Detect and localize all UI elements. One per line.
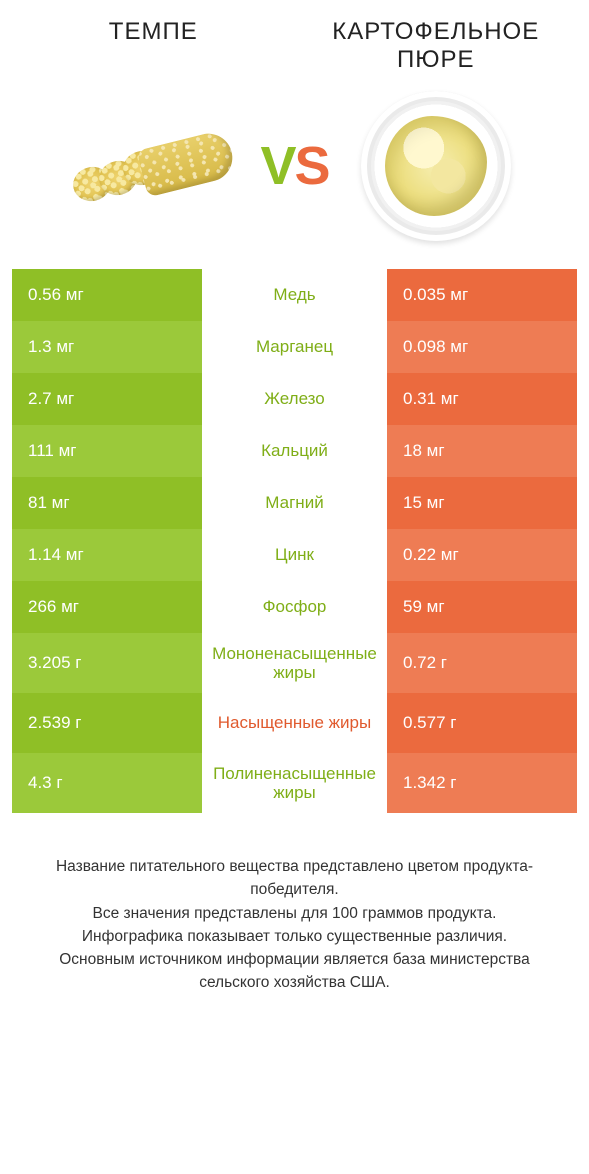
vs-row: VS	[12, 91, 577, 241]
title-left: ТЕМПЕ	[12, 18, 295, 46]
left-value: 0.56 мг	[12, 269, 202, 321]
right-value: 0.72 г	[387, 633, 577, 693]
infographic: ТЕМПЕ КАРТОФЕЛЬНОЕ ПЮРЕ VS 0.56 мгМедь0.…	[0, 0, 589, 1025]
nutrient-label: Марганец	[202, 321, 387, 373]
right-value: 0.035 мг	[387, 269, 577, 321]
table-row: 81 мгМагний15 мг	[12, 477, 577, 529]
table-row: 0.56 мгМедь0.035 мг	[12, 269, 577, 321]
right-value: 0.22 мг	[387, 529, 577, 581]
tempeh-icon	[73, 121, 233, 211]
right-value: 0.31 мг	[387, 373, 577, 425]
table-row: 2.539 гНасыщенные жиры0.577 г	[12, 693, 577, 753]
left-value: 1.3 мг	[12, 321, 202, 373]
left-image	[68, 91, 238, 241]
left-value: 2.7 мг	[12, 373, 202, 425]
table-row: 2.7 мгЖелезо0.31 мг	[12, 373, 577, 425]
mashed-potato-icon	[361, 91, 511, 241]
nutrient-label: Фосфор	[202, 581, 387, 633]
nutrient-label: Медь	[202, 269, 387, 321]
right-value: 15 мг	[387, 477, 577, 529]
right-value: 0.098 мг	[387, 321, 577, 373]
footnotes: Название питательного вещества представл…	[12, 855, 577, 995]
table-row: 1.3 мгМарганец0.098 мг	[12, 321, 577, 373]
table-row: 266 мгФосфор59 мг	[12, 581, 577, 633]
table-row: 111 мгКальций18 мг	[12, 425, 577, 477]
right-value: 1.342 г	[387, 753, 577, 813]
nutrient-label: Цинк	[202, 529, 387, 581]
left-value: 4.3 г	[12, 753, 202, 813]
left-value: 1.14 мг	[12, 529, 202, 581]
left-value: 81 мг	[12, 477, 202, 529]
footnote-line: Инфографика показывает только существенн…	[26, 925, 563, 948]
left-value: 111 мг	[12, 425, 202, 477]
nutrient-table: 0.56 мгМедь0.035 мг1.3 мгМарганец0.098 м…	[12, 269, 577, 813]
nutrient-label: Мононенасыщенные жиры	[202, 633, 387, 693]
footnote-line: Все значения представлены для 100 граммо…	[26, 902, 563, 925]
nutrient-label: Полиненасыщенные жиры	[202, 753, 387, 813]
vs-s: S	[295, 136, 329, 196]
right-value: 0.577 г	[387, 693, 577, 753]
nutrient-label: Магний	[202, 477, 387, 529]
table-row: 1.14 мгЦинк0.22 мг	[12, 529, 577, 581]
left-value: 3.205 г	[12, 633, 202, 693]
right-image	[351, 91, 521, 241]
nutrient-label: Кальций	[202, 425, 387, 477]
vs-v: V	[260, 136, 294, 196]
nutrient-label: Железо	[202, 373, 387, 425]
nutrient-label: Насыщенные жиры	[202, 693, 387, 753]
left-value: 266 мг	[12, 581, 202, 633]
table-row: 3.205 гМононенасыщенные жиры0.72 г	[12, 633, 577, 693]
header: ТЕМПЕ КАРТОФЕЛЬНОЕ ПЮРЕ	[12, 18, 577, 73]
right-value: 59 мг	[387, 581, 577, 633]
left-value: 2.539 г	[12, 693, 202, 753]
footnote-line: Основным источником информации является …	[26, 948, 563, 995]
vs-label: VS	[260, 135, 328, 197]
right-value: 18 мг	[387, 425, 577, 477]
table-row: 4.3 гПолиненасыщенные жиры1.342 г	[12, 753, 577, 813]
title-right: КАРТОФЕЛЬНОЕ ПЮРЕ	[295, 18, 578, 73]
footnote-line: Название питательного вещества представл…	[26, 855, 563, 902]
